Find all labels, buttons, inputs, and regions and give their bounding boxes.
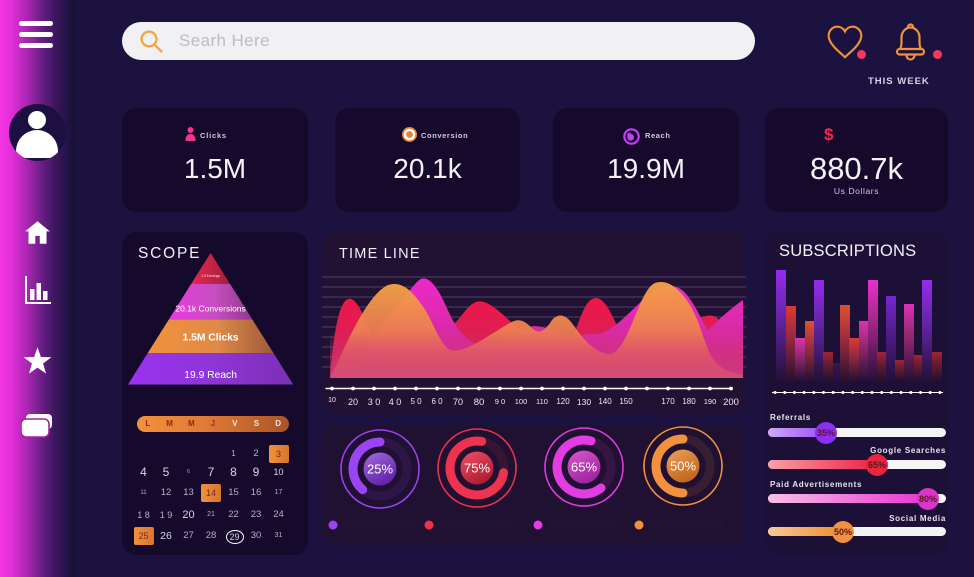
svg-text:1.8 Earnings: 1.8 Earnings <box>201 274 220 278</box>
svg-text:19.9 Reach: 19.9 Reach <box>184 370 237 381</box>
svg-text:75%: 75% <box>464 461 490 476</box>
svg-text:50%: 50% <box>670 459 696 474</box>
svg-text:1.5M Clicks: 1.5M Clicks <box>183 333 239 344</box>
svg-text:20.1k Conversions: 20.1k Conversions <box>175 304 245 314</box>
svg-text:25%: 25% <box>367 462 393 477</box>
svg-text:65%: 65% <box>571 460 597 475</box>
